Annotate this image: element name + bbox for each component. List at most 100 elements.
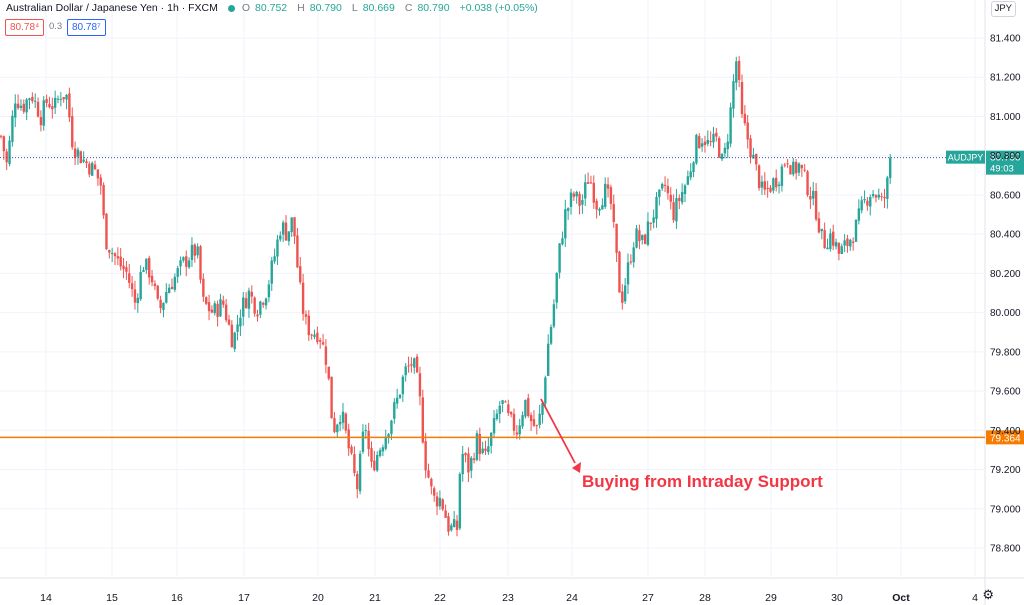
candle-body <box>840 246 843 254</box>
ohlc-high-label: H <box>297 2 305 14</box>
candle-body <box>142 270 145 272</box>
candle-body <box>230 324 234 348</box>
candle-body <box>413 358 416 368</box>
candle-body <box>581 200 584 205</box>
candle-body <box>578 193 581 206</box>
candle-body <box>253 297 256 314</box>
candle-body <box>102 184 105 216</box>
candle-body <box>108 249 111 253</box>
candle-body <box>760 181 764 188</box>
candle-body <box>16 103 20 109</box>
candle-body <box>358 453 362 492</box>
candle-body <box>749 138 752 158</box>
candle-body <box>165 291 168 303</box>
candle-body <box>190 244 194 261</box>
candle-body <box>803 169 806 171</box>
candle-body <box>455 520 459 530</box>
x-tick-label: 15 <box>106 592 118 604</box>
candle-body <box>566 208 570 211</box>
last-price-tag <box>986 150 1024 175</box>
candle-body <box>877 194 880 198</box>
candle-body <box>846 238 849 246</box>
candle-body <box>814 190 818 220</box>
candle-body <box>658 189 661 198</box>
candle-body <box>162 302 165 311</box>
candle-body <box>227 319 231 325</box>
candle-body <box>91 162 94 176</box>
symbol-title[interactable]: Australian Dollar / Japanese Yen · 1h · … <box>6 2 218 14</box>
candle-body <box>595 200 598 210</box>
candle-body <box>424 441 427 471</box>
candle-body <box>780 166 784 186</box>
candle-body <box>737 60 741 81</box>
candle-body <box>236 324 239 332</box>
candle-body <box>293 217 296 237</box>
candle-body <box>703 141 707 146</box>
candle-body <box>301 282 305 314</box>
candle-body <box>743 113 747 124</box>
candle-body <box>82 159 85 162</box>
candle-body <box>643 234 647 244</box>
y-tick-label: 81.200 <box>990 73 1021 84</box>
candle-body <box>766 187 769 189</box>
candle-body <box>376 454 379 471</box>
candle-body <box>347 429 350 449</box>
candle-body <box>404 366 407 376</box>
candle-body <box>495 413 499 420</box>
candle-body <box>535 425 538 427</box>
candle-body <box>794 161 798 174</box>
candle-body <box>564 209 567 239</box>
candle-body <box>649 222 652 224</box>
buy-button[interactable]: 80.78⁷ <box>67 19 106 36</box>
candle-body <box>31 96 34 102</box>
candle-body <box>740 81 744 114</box>
candle-body <box>22 103 25 112</box>
candle-body <box>125 267 128 272</box>
candle-body <box>148 258 151 278</box>
candle-body <box>150 275 154 283</box>
candle-body <box>393 402 396 419</box>
candle-body <box>65 94 68 100</box>
candle-body <box>834 242 838 247</box>
candle-body <box>880 196 883 198</box>
candle-body <box>629 261 633 263</box>
support-price-tag <box>986 430 1024 445</box>
candle-body <box>732 81 735 109</box>
candle-body <box>775 177 778 188</box>
candle-body <box>39 117 43 126</box>
candle-body <box>381 447 385 452</box>
currency-select[interactable]: JPY <box>990 1 1016 17</box>
y-tick-label: 81.000 <box>990 112 1021 123</box>
candle-body <box>367 430 370 450</box>
settings-gear-icon[interactable]: ⚙ <box>982 587 994 602</box>
candle-body <box>224 304 228 321</box>
sell-button[interactable]: 80.78⁴ <box>5 19 45 36</box>
candle-body <box>592 182 595 203</box>
candle-body <box>718 138 721 158</box>
candle-body <box>73 148 77 159</box>
candle-body <box>25 99 28 113</box>
candle-body <box>472 458 476 461</box>
candle-body <box>755 153 758 165</box>
candle-body <box>806 171 809 196</box>
candle-body <box>433 488 436 496</box>
candle-body <box>441 499 444 510</box>
candle-body <box>492 418 496 434</box>
candle-body <box>273 256 276 262</box>
candle-body <box>307 315 310 336</box>
candle-body <box>193 244 196 256</box>
candle-body <box>843 240 846 246</box>
candle-body <box>598 208 601 211</box>
candle-body <box>105 213 108 250</box>
candle-body <box>19 105 23 108</box>
candle-body <box>287 231 291 242</box>
candle-body <box>883 196 886 199</box>
candle-body <box>561 238 564 245</box>
candle-body <box>324 346 328 365</box>
candle-body <box>487 446 490 453</box>
candle-body <box>173 276 177 290</box>
candle-body <box>313 334 316 337</box>
candle-body <box>706 139 709 144</box>
candle-body <box>572 193 576 197</box>
